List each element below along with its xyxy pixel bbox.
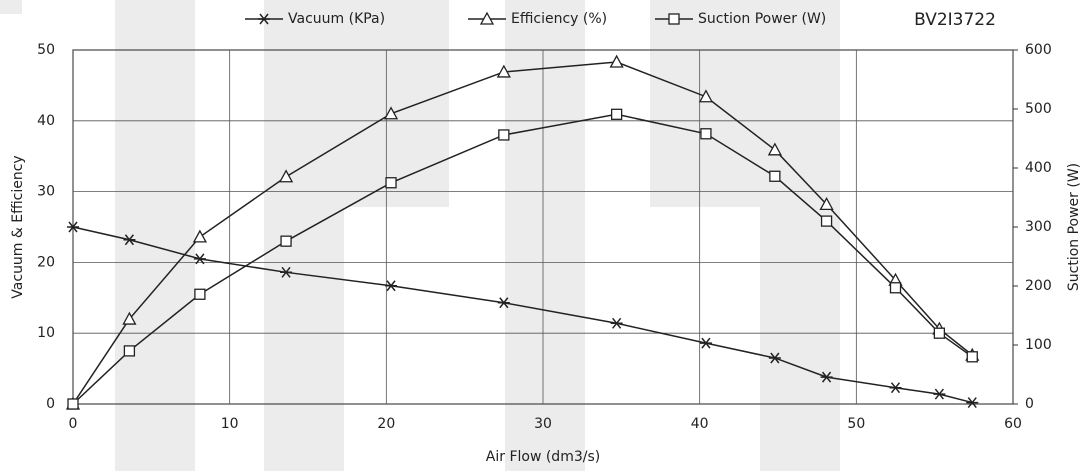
marker: [966, 397, 979, 409]
y-tick-label: 10: [37, 325, 55, 341]
marker: [67, 221, 79, 233]
marker: [497, 297, 510, 309]
marker: [122, 311, 137, 325]
legend-marker: [258, 13, 270, 25]
marker: [933, 388, 946, 400]
legend-marker: [668, 13, 680, 25]
legend-label: Efficiency (%): [511, 11, 607, 27]
y2-axis-label: Suction Power (W): [1066, 163, 1082, 291]
x-tick-label: 50: [847, 416, 865, 432]
legend-marker: [479, 11, 495, 25]
x-tick-label: 0: [69, 416, 78, 432]
marker: [280, 235, 292, 247]
marker: [767, 142, 782, 156]
marker: [933, 327, 946, 339]
marker: [192, 229, 207, 243]
marker: [610, 108, 623, 120]
y-tick-label: 20: [37, 254, 55, 270]
x-tick-label: 40: [691, 416, 709, 432]
marker: [610, 317, 623, 329]
y-axis-label: Vacuum & Efficiency: [10, 155, 26, 298]
x-tick-label: 10: [221, 416, 239, 432]
marker: [768, 352, 781, 364]
legend-label: Vacuum (KPa): [288, 11, 385, 27]
y-tick-label: 40: [37, 113, 55, 129]
marker: [278, 169, 294, 183]
marker: [385, 177, 397, 189]
marker: [820, 371, 833, 383]
x-tick-label: 20: [377, 416, 395, 432]
marker: [123, 345, 136, 357]
y-tick-label: 0: [46, 396, 55, 412]
y2-tick-label: 100: [1025, 337, 1052, 353]
annotation: BV2I3722: [914, 10, 996, 30]
x-tick-label: 60: [1004, 416, 1022, 432]
x-tick-label: 30: [534, 416, 552, 432]
marker: [496, 64, 511, 78]
y2-tick-label: 500: [1025, 101, 1052, 117]
marker: [769, 170, 781, 182]
marker: [699, 337, 712, 349]
marker: [194, 288, 206, 300]
x-axis-label: Air Flow (dm3/s): [486, 449, 600, 465]
marker: [609, 54, 624, 68]
y2-tick-label: 300: [1025, 219, 1052, 235]
marker: [67, 398, 79, 410]
marker: [383, 106, 399, 120]
marker: [123, 234, 136, 246]
marker: [889, 382, 902, 394]
y2-tick-label: 400: [1025, 160, 1052, 176]
y-tick-label: 50: [37, 42, 55, 58]
watermark: [0, 0, 840, 471]
y2-tick-label: 0: [1025, 396, 1034, 412]
marker: [889, 282, 902, 294]
marker: [698, 89, 714, 103]
marker: [498, 129, 510, 141]
marker: [819, 196, 834, 210]
marker: [385, 280, 398, 292]
y2-tick-label: 200: [1025, 278, 1052, 294]
marker: [700, 128, 712, 140]
marker: [966, 351, 978, 363]
marker: [820, 215, 833, 227]
y-tick-label: 30: [37, 184, 55, 200]
marker: [280, 266, 293, 278]
y2-tick-label: 600: [1025, 42, 1052, 58]
marker: [193, 253, 206, 265]
legend-label: Suction Power (W): [698, 11, 826, 27]
